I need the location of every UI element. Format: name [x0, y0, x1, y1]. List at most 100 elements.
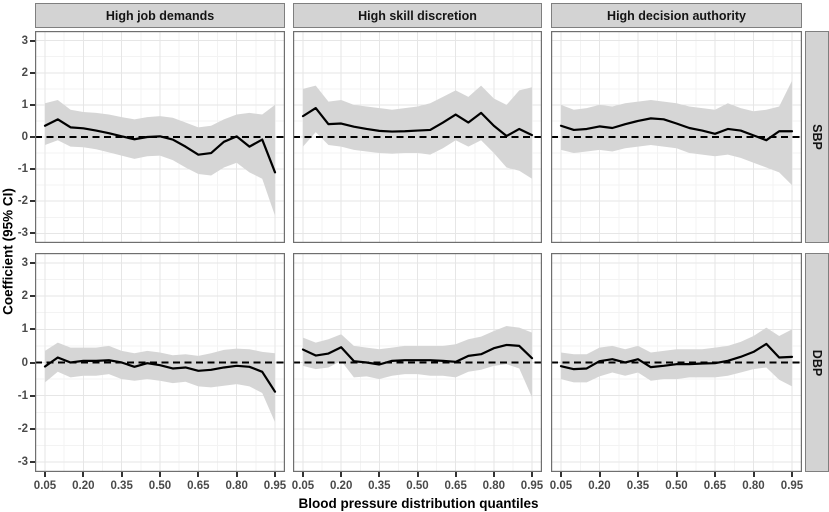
y-tick-label: -2 — [17, 195, 28, 208]
panel-dbp-high-job-demands — [35, 253, 285, 472]
x-tick-label: 0.80 — [225, 480, 248, 492]
y-tick-label: 1 — [21, 98, 28, 111]
ci-ribbon — [561, 80, 792, 186]
y-tick-label: -2 — [17, 422, 28, 435]
x-tick-mark — [120, 472, 123, 477]
y-tick-label: -1 — [17, 163, 28, 176]
y-tick-label: -3 — [17, 456, 28, 469]
x-tick-mark — [197, 472, 200, 477]
x-tick-label: 0.50 — [406, 480, 429, 492]
x-tick-mark — [340, 472, 343, 477]
x-tick-mark — [598, 472, 601, 477]
x-tick-label: 0.95 — [780, 480, 804, 492]
estimate-line — [301, 343, 534, 366]
x-tick-mark — [454, 472, 457, 477]
estimate-line — [43, 118, 277, 174]
y-tick-mark — [30, 136, 35, 138]
y-tick-label: 3 — [21, 256, 28, 269]
x-tick-mark — [560, 472, 562, 477]
estimate-line — [559, 342, 794, 371]
y-tick-label: 2 — [21, 66, 28, 79]
x-tick-label: 0.35 — [368, 480, 391, 492]
x-tick-mark — [714, 472, 716, 477]
panel-dbp-high-decision-authority — [551, 253, 802, 472]
y-tick-label: -1 — [17, 389, 28, 402]
y-tick-label: 2 — [21, 290, 28, 303]
y-tick-label: 1 — [21, 323, 28, 336]
facet-column-strip-1: High job demands — [35, 3, 285, 28]
facet-column-label-2: High skill discretion — [358, 8, 477, 23]
ci-ribbon — [303, 85, 532, 179]
panel-sbp-high-decision-authority — [551, 31, 802, 243]
panel-dbp-high-skill-discretion — [293, 253, 542, 472]
y-tick-mark — [30, 200, 35, 203]
x-tick-mark — [44, 472, 46, 477]
x-tick-label: 0.65 — [187, 480, 210, 492]
x-tick-mark — [159, 472, 161, 477]
y-tick-label: 0 — [21, 356, 28, 369]
x-tick-label: 0.05 — [291, 480, 315, 492]
y-tick-label: -3 — [17, 227, 28, 240]
x-tick-mark — [637, 472, 639, 477]
x-tick-label: 0.20 — [72, 480, 95, 492]
x-tick-mark — [416, 472, 419, 477]
x-tick-mark — [675, 472, 678, 477]
y-tick-label: 3 — [21, 34, 28, 47]
facet-row-strip-sbp: SBP — [805, 31, 829, 243]
x-tick-label: 0.20 — [588, 480, 611, 492]
ci-ribbon — [45, 100, 275, 216]
panel-sbp-high-skill-discretion — [293, 31, 542, 243]
ci-ribbon — [303, 326, 532, 398]
x-tick-mark — [791, 472, 793, 477]
facet-column-label-1: High job demands — [105, 8, 215, 23]
x-tick-mark — [492, 472, 495, 477]
facet-row-strip-dbp: DBP — [805, 253, 829, 472]
x-tick-label: 0.35 — [110, 480, 133, 492]
y-tick-mark — [30, 427, 35, 430]
x-tick-label: 0.05 — [549, 480, 573, 492]
facet-column-strip-2: High skill discretion — [293, 3, 542, 28]
facet-row-label-dbp: DBP — [810, 349, 824, 376]
y-tick-mark — [30, 461, 35, 464]
y-tick-label: 0 — [21, 131, 28, 143]
ci-ribbon — [561, 327, 792, 387]
x-tick-label: 0.65 — [444, 480, 467, 492]
estimate-line — [43, 356, 277, 393]
x-tick-label: 0.05 — [33, 480, 57, 492]
x-tick-label: 0.95 — [520, 480, 544, 492]
ci-ribbon — [45, 342, 275, 423]
x-tick-label: 0.80 — [742, 480, 765, 492]
x-tick-label: 0.50 — [665, 480, 688, 492]
y-tick-mark — [30, 295, 35, 298]
facet-row-label-sbp: SBP — [810, 124, 825, 150]
x-axis-title: Blood pressure distribution quantiles — [298, 496, 539, 511]
panel-sbp-high-job-demands — [35, 31, 285, 243]
x-tick-label: 0.20 — [329, 480, 353, 492]
y-tick-mark — [30, 361, 35, 364]
y-tick-mark — [30, 168, 35, 171]
x-tick-mark — [531, 472, 533, 477]
y-tick-mark — [30, 394, 35, 397]
facet-column-label-3: High decision authority — [607, 8, 746, 23]
x-tick-mark — [302, 472, 304, 477]
x-tick-label: 0.65 — [703, 480, 727, 492]
y-tick-mark — [30, 103, 35, 106]
x-tick-label: 0.95 — [263, 480, 287, 492]
y-tick-mark — [30, 261, 35, 264]
x-tick-label: 0.35 — [626, 480, 650, 492]
x-tick-mark — [235, 472, 238, 477]
x-tick-mark — [274, 472, 276, 477]
x-tick-mark — [378, 472, 381, 477]
x-tick-label: 0.50 — [148, 480, 172, 492]
x-tick-mark — [752, 472, 755, 477]
facet-column-strip-3: High decision authority — [551, 3, 802, 28]
estimate-line — [301, 106, 534, 138]
y-tick-mark — [30, 39, 35, 42]
estimate-line — [559, 117, 794, 142]
y-tick-mark — [30, 71, 35, 74]
x-tick-mark — [82, 472, 85, 477]
x-tick-label: 0.80 — [482, 480, 506, 492]
y-tick-mark — [30, 232, 35, 235]
y-tick-mark — [30, 328, 35, 331]
